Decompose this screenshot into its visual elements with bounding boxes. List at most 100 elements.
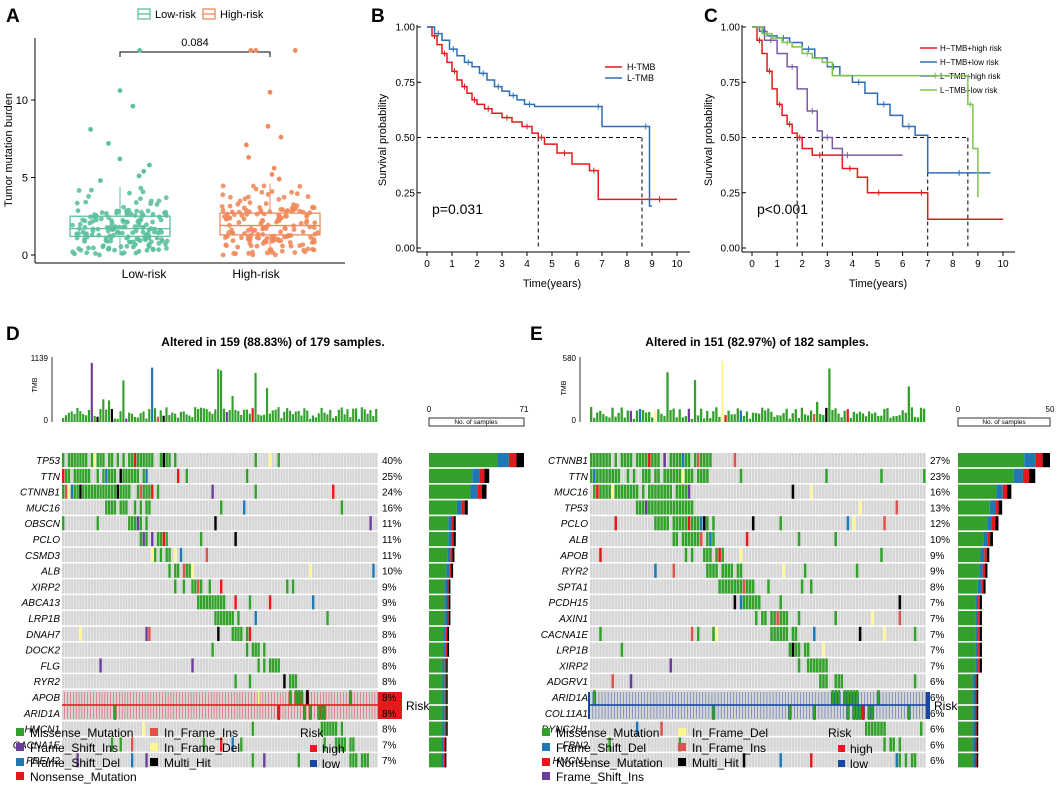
onco-cell (337, 753, 341, 768)
onco-cell (174, 547, 177, 562)
onco-cell (886, 563, 889, 578)
onco-cell (205, 642, 209, 657)
onco-cell (237, 705, 240, 720)
onco-cell (715, 658, 718, 673)
onco-cell (703, 516, 706, 531)
onco-cell (730, 516, 734, 531)
km-curve-2 (752, 26, 991, 174)
onco-cell (214, 737, 217, 752)
onco-cell (251, 690, 255, 705)
onco-cell (323, 532, 326, 547)
onco-cell (211, 690, 214, 705)
onco-cell (231, 690, 234, 705)
onco-cell (67, 516, 71, 531)
onco-cell (82, 611, 85, 626)
onco-cell (343, 579, 346, 594)
onco-cell (644, 516, 648, 531)
onco-cell (231, 626, 234, 641)
onco-cell (337, 626, 341, 641)
onco-cell (605, 484, 608, 499)
a-outlier (117, 88, 123, 94)
onco-cell (375, 626, 378, 641)
onco-cell (761, 484, 764, 499)
onco-cell (159, 453, 163, 468)
onco-cell (840, 468, 844, 483)
onco-cell (346, 453, 349, 468)
onco-cell (271, 547, 275, 562)
onco-cell (93, 468, 97, 483)
onco-cell (309, 595, 312, 610)
onco-cell (90, 674, 94, 689)
onco-cell (880, 626, 883, 641)
onco-cell (357, 500, 361, 515)
tmb-bar (919, 407, 923, 422)
onco-cell (79, 690, 82, 705)
tmb-bar (148, 409, 151, 422)
tmb-bar (357, 418, 361, 422)
a-outlier (271, 165, 277, 171)
onco-cell (721, 690, 724, 705)
onco-cell (803, 579, 807, 594)
onco-cell (623, 626, 627, 641)
onco-cell (706, 595, 709, 610)
onco-cell (666, 626, 669, 641)
onco-cell (274, 611, 278, 626)
onco-cell (297, 484, 301, 499)
gene-label: MUC16 (26, 503, 60, 514)
onco-cell (79, 721, 82, 736)
count-bar-fsdel (977, 579, 982, 594)
a-point (145, 208, 151, 214)
onco-cell (913, 579, 917, 594)
onco-cell (70, 674, 74, 689)
onco-cell (202, 595, 206, 610)
onco-cell (323, 721, 326, 736)
onco-cell (773, 579, 776, 594)
onco-cell (372, 753, 375, 768)
onco-cell (62, 705, 65, 720)
onco-cell (306, 737, 309, 752)
a-point (235, 244, 241, 250)
tmb-bar (877, 416, 880, 422)
count-bar-missense (429, 674, 443, 689)
onco-cell (892, 532, 896, 547)
onco-cell (788, 690, 792, 705)
onco-cell (300, 453, 303, 468)
tmb-bar (751, 412, 755, 422)
onco-cell (168, 658, 171, 673)
onco-cell (831, 500, 834, 515)
onco-cell (852, 611, 856, 626)
onco-cell (228, 468, 232, 483)
onco-cell (678, 658, 682, 673)
onco-cell (271, 642, 275, 657)
onco-cell (245, 705, 249, 720)
onco-cell (355, 595, 358, 610)
onco-cell (174, 453, 177, 468)
onco-cell (669, 658, 673, 673)
onco-cell (326, 611, 329, 626)
onco-cell (898, 484, 902, 499)
onco-cell (84, 721, 88, 736)
onco-cell (703, 690, 706, 705)
onco-cell (623, 611, 627, 626)
onco-cell (168, 626, 171, 641)
onco-cell (274, 690, 278, 705)
onco-cell (828, 532, 831, 547)
onco-cell (145, 500, 148, 515)
onco-cell (666, 484, 669, 499)
onco-cell (205, 626, 209, 641)
onco-cell (277, 563, 280, 578)
onco-cell (620, 500, 624, 515)
onco-cell (274, 468, 278, 483)
onco-cell (590, 611, 593, 626)
onco-cell (614, 532, 618, 547)
onco-cell (162, 453, 166, 468)
onco-cell (696, 690, 700, 705)
onco-cell (334, 579, 338, 594)
onco-cell (142, 642, 145, 657)
onco-cell (922, 547, 926, 562)
onco-cell (684, 658, 688, 673)
onco-cell (803, 484, 807, 499)
onco-cell (883, 516, 886, 531)
onco-cell (819, 674, 822, 689)
onco-cell (291, 563, 295, 578)
